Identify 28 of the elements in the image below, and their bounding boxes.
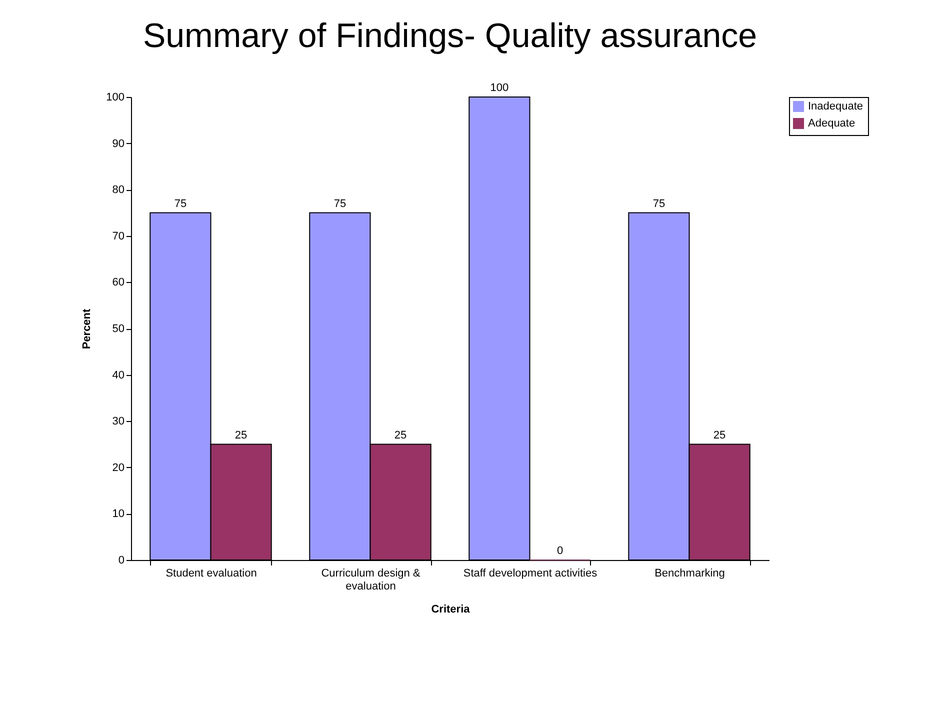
- x-tick-label: Staff development activities: [463, 568, 598, 580]
- legend-label: Adequate: [808, 118, 856, 130]
- data-label: 25: [713, 429, 726, 442]
- y-tick-label: 60: [112, 276, 124, 289]
- data-label: 25: [234, 429, 248, 442]
- y-tick-label: 20: [112, 462, 124, 474]
- y-tick-label: 50: [112, 323, 124, 335]
- x-tick-label: Curriculum design & evaluation: [321, 568, 421, 592]
- y-tick-label: 10: [112, 508, 124, 520]
- data-label: 0: [556, 545, 564, 557]
- x-tick-label: Student evaluation: [166, 568, 257, 580]
- y-axis-title: Percent: [81, 308, 94, 350]
- x-axis-title: Criteria: [431, 604, 471, 616]
- y-tick-label: 90: [112, 138, 124, 150]
- chart-title: Summary of Findings- Quality assurance: [142, 17, 758, 55]
- data-label: 75: [174, 198, 187, 210]
- data-label: 75: [334, 198, 346, 210]
- y-tick-label: 80: [112, 184, 124, 196]
- data-label: 25: [394, 429, 407, 442]
- y-tick-label: 30: [112, 416, 124, 428]
- data-label: 100: [490, 82, 509, 94]
- data-label: 75: [652, 198, 666, 210]
- y-tick-label: 40: [112, 369, 124, 382]
- y-tick-label: 70: [112, 230, 124, 242]
- legend-label: Inadequate: [808, 100, 864, 112]
- x-tick-label: Benchmarking: [654, 568, 725, 580]
- y-tick-label: 0: [118, 554, 124, 566]
- y-tick-label: 100: [106, 92, 124, 104]
